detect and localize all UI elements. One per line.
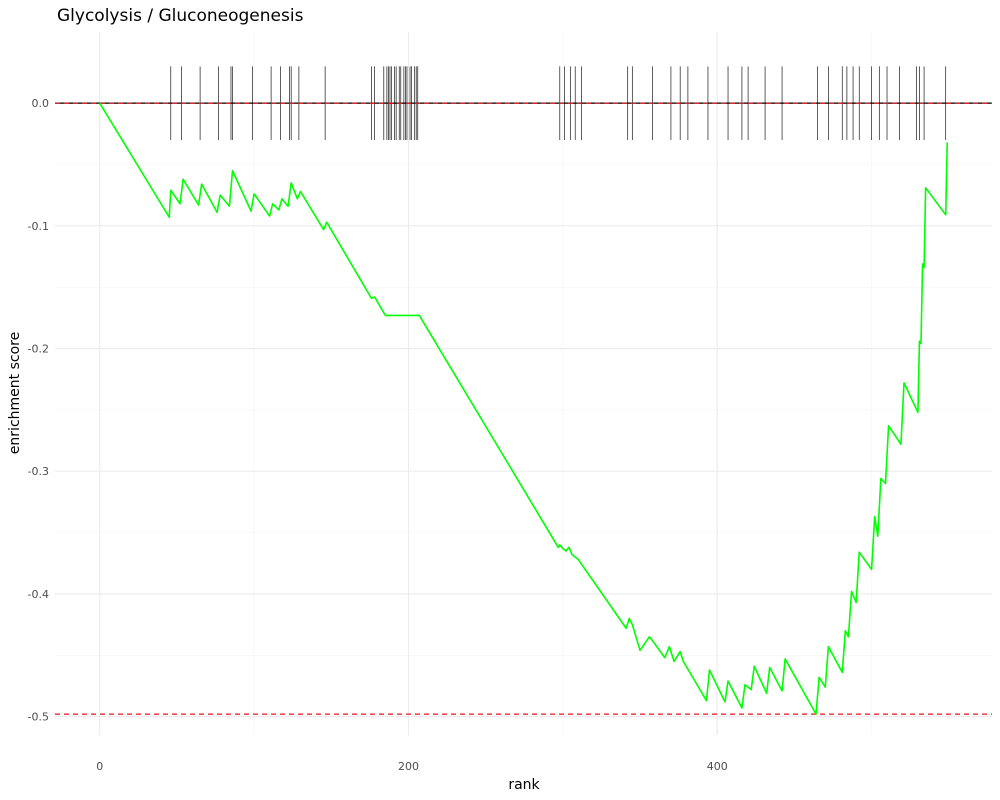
- y-axis-title: enrichment score: [7, 332, 23, 454]
- y-tick-label: 0.0: [32, 97, 50, 110]
- y-tick-label: -0.5: [28, 711, 49, 724]
- x-axis-title: rank: [508, 777, 540, 793]
- x-tick-label: 0: [96, 760, 103, 773]
- enrichment-curve-group: [99, 102, 949, 715]
- x-tick-label: 400: [707, 760, 728, 773]
- reference-lines: [55, 102, 992, 715]
- y-tick-label: -0.4: [28, 588, 49, 601]
- x-axis-ticks: 0 200 400: [96, 760, 727, 773]
- y-tick-label: -0.2: [28, 343, 49, 356]
- enrichment-curve: [99, 102, 949, 715]
- x-tick-label: 200: [398, 760, 419, 773]
- y-axis-ticks: 0.0 -0.1 -0.2 -0.3 -0.4 -0.5: [28, 97, 49, 723]
- y-tick-label: -0.1: [28, 220, 49, 233]
- y-tick-label: -0.3: [28, 465, 49, 478]
- chart-title: Glycolysis / Gluconeogenesis: [57, 6, 304, 26]
